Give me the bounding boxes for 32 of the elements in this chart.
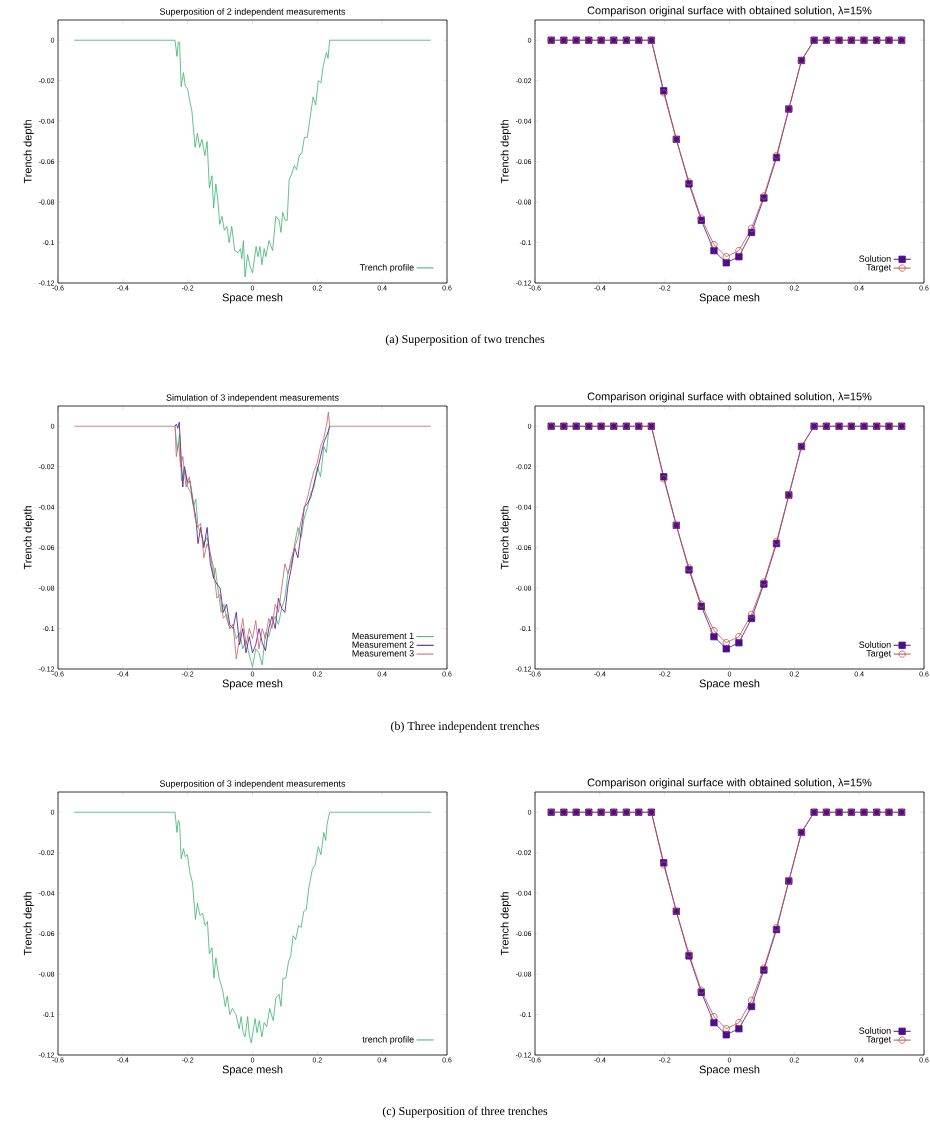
y-axis-title: Trench depth xyxy=(500,506,511,570)
chart-title: Comparison original surface with obtained solution, λ=15% xyxy=(587,392,872,403)
y-axis-title: Trench depth xyxy=(23,892,34,956)
text: (b) Three independent trenches xyxy=(391,721,540,733)
legend-label: Solution xyxy=(859,641,891,648)
y-axis-title: Trench depth xyxy=(23,506,34,570)
legend-label: Measurement 2 xyxy=(352,641,414,648)
legend-label: Solution xyxy=(859,1027,891,1034)
legend-label: Target xyxy=(866,1036,892,1045)
legend-label: Measurement 1 xyxy=(352,632,414,640)
chart-title: Comparison original surface with obtained solution, λ=15% xyxy=(587,778,872,789)
x-axis-title: Space mesh xyxy=(699,1065,760,1076)
legend-label: Trench profile xyxy=(359,263,414,273)
x-axis-title: Space mesh xyxy=(222,293,283,304)
legend-label: trench profile xyxy=(362,1035,414,1045)
text: (c) Superposition of three trenches xyxy=(382,1106,548,1118)
y-axis-title: Trench depth xyxy=(23,120,34,184)
legend-label: Measurement 3 xyxy=(352,650,414,657)
text: (a) Superposition of two trenches xyxy=(385,334,545,346)
y-axis-title: Trench depth xyxy=(500,120,511,184)
x-axis-title: Space mesh xyxy=(699,679,760,690)
x-axis-title: Space mesh xyxy=(222,679,283,690)
legend-label: Target xyxy=(866,650,892,659)
chart-title: Superposition of 3 independent measurements xyxy=(159,780,346,789)
chart-title: Simulation of 3 independent measurements xyxy=(166,394,339,403)
legend-label: Target xyxy=(866,264,892,273)
x-axis-title: Space mesh xyxy=(699,293,760,304)
legend-label: Solution xyxy=(859,255,891,262)
chart-title: Comparison original surface with obtained solution, λ=15% xyxy=(587,6,872,17)
y-axis-title: Trench depth xyxy=(500,892,511,956)
x-axis-title: Space mesh xyxy=(222,1065,283,1076)
chart-title: Superposition of 2 independent measurements xyxy=(159,8,346,17)
